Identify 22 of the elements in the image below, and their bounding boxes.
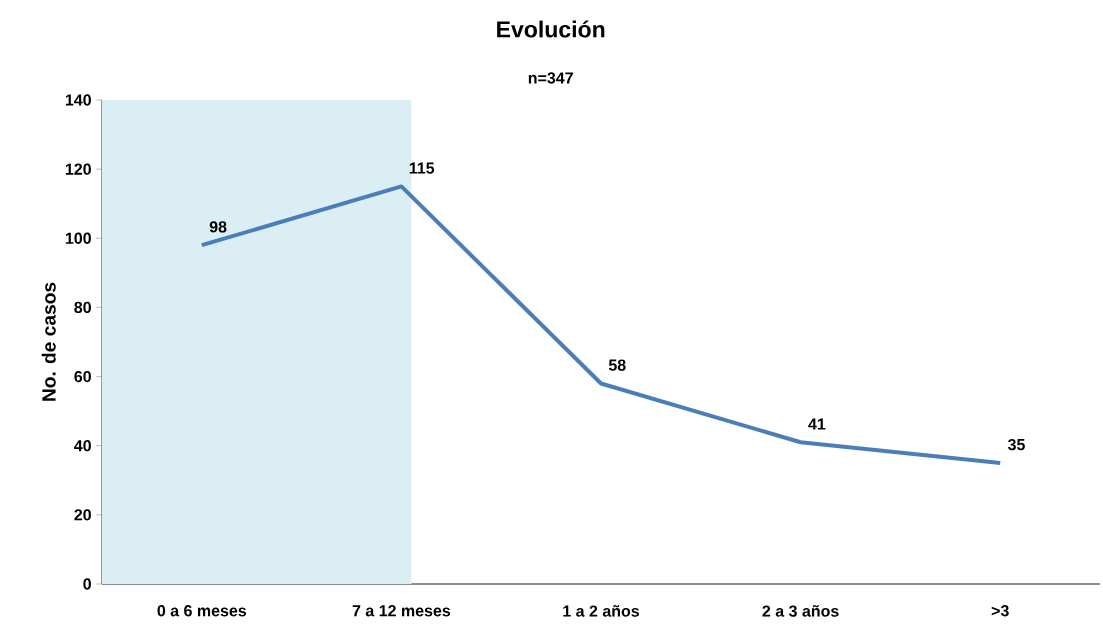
y-tick-label: 140 xyxy=(65,94,91,106)
y-tick-label: 120 xyxy=(65,163,91,175)
data-label: 115 xyxy=(409,162,435,174)
line-series xyxy=(199,184,1003,465)
x-tick-label: 7 a 12 meses xyxy=(352,605,451,617)
chart-subtitle: n=347 xyxy=(528,72,573,84)
y-axis-title: No. de casos xyxy=(41,282,56,401)
y-tick-label: 80 xyxy=(74,301,91,314)
chart-title: Evolución xyxy=(497,20,605,38)
x-tick-label: 1 a 2 años xyxy=(563,605,640,617)
data-label: 41 xyxy=(808,418,826,430)
y-tick-label: 20 xyxy=(74,509,91,521)
x-tick-label: 2 a 3 años xyxy=(762,605,839,617)
data-label: 35 xyxy=(1007,438,1025,451)
y-tick-label: 60 xyxy=(74,370,91,383)
data-label: 98 xyxy=(209,221,227,233)
data-label: 58 xyxy=(608,359,626,371)
x-tick-label: 0 a 6 meses xyxy=(157,605,247,617)
y-tick-label: 0 xyxy=(83,578,91,590)
y-tick-label: 40 xyxy=(74,440,91,452)
y-tick-label: 100 xyxy=(65,232,91,244)
x-tick-label: >3 xyxy=(991,605,1009,617)
